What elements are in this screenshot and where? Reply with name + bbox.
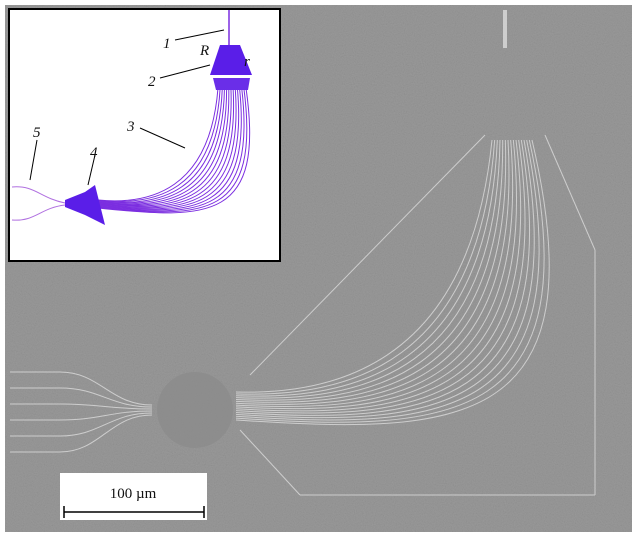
label: 4 [90, 145, 98, 161]
label: r [244, 54, 250, 70]
label: 2 [148, 74, 156, 90]
label: 3 [126, 119, 135, 135]
pad [157, 372, 233, 448]
scale-bar-label: 100 µm [110, 486, 157, 502]
label: 5 [33, 125, 41, 141]
label: 1 [163, 36, 171, 52]
scale-bar: 100 µm [60, 473, 207, 520]
cone-2-base [213, 78, 250, 90]
inset: 1 R r 2 3 4 5 [9, 9, 280, 261]
micrograph: 1 R r 2 3 4 5 100 µm [0, 0, 637, 537]
label: R [199, 43, 209, 59]
